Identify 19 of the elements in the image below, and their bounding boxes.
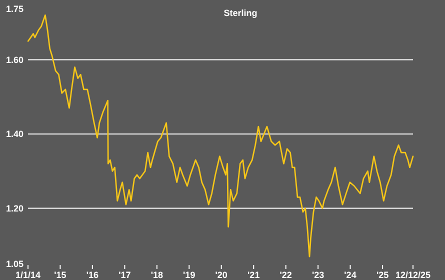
y-tick-label: 1.60 <box>6 54 24 65</box>
x-tick-label: '15 <box>54 270 66 280</box>
x-tick-label: '24 <box>344 270 356 280</box>
y-tick-label: 1.75 <box>6 4 24 14</box>
x-tick-label: '23 <box>312 270 324 280</box>
x-tick-label: '20 <box>215 270 228 280</box>
x-tick-label: '22 <box>280 270 292 280</box>
x-tick-label: '16 <box>86 270 98 280</box>
x-tick-label: '19 <box>183 270 196 280</box>
x-tick-label: '25 <box>376 270 389 280</box>
y-tick-label: 1.05 <box>6 259 24 270</box>
y-tick-label: 1.20 <box>6 203 24 214</box>
y-tick-label: 1.40 <box>6 129 24 140</box>
x-tick-label: '21 <box>248 270 260 280</box>
x-tick-label: 1/1/14 <box>15 270 41 280</box>
chart-title: Sterling <box>224 8 258 18</box>
x-tick-label: '17 <box>118 270 131 280</box>
x-tick-label: '18 <box>150 270 163 280</box>
x-tick-label: 12/12/25 <box>395 270 431 280</box>
